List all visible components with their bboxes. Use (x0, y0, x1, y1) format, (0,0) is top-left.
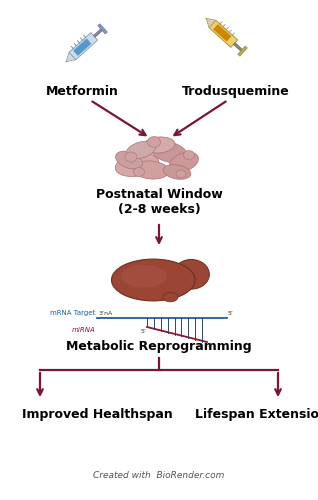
Ellipse shape (163, 292, 178, 302)
Text: Created with  BioRender.com: Created with BioRender.com (93, 471, 225, 480)
Ellipse shape (115, 151, 142, 169)
Ellipse shape (143, 137, 175, 153)
Polygon shape (213, 24, 232, 42)
Ellipse shape (134, 168, 144, 176)
Polygon shape (93, 29, 102, 38)
Text: mRNA Target: mRNA Target (50, 310, 95, 316)
Polygon shape (73, 38, 91, 56)
Polygon shape (206, 18, 216, 28)
Ellipse shape (183, 150, 195, 160)
Ellipse shape (125, 152, 137, 162)
Text: Postnatal Window
(2-8 weeks): Postnatal Window (2-8 weeks) (96, 188, 222, 216)
Ellipse shape (176, 170, 186, 178)
Text: Trodusquemine: Trodusquemine (182, 85, 290, 98)
Ellipse shape (115, 154, 159, 176)
Polygon shape (69, 32, 98, 60)
Text: 3’: 3’ (208, 343, 214, 348)
Ellipse shape (133, 161, 169, 179)
Polygon shape (98, 24, 107, 34)
Ellipse shape (126, 142, 156, 158)
Text: Metformin: Metformin (45, 85, 118, 98)
Polygon shape (238, 46, 247, 56)
Text: Improved Healthspan: Improved Healthspan (22, 408, 173, 421)
Ellipse shape (112, 259, 195, 301)
Text: 5’: 5’ (228, 311, 234, 316)
Text: Lifespan Extension: Lifespan Extension (195, 408, 318, 421)
Ellipse shape (169, 152, 198, 172)
Ellipse shape (148, 136, 161, 147)
Polygon shape (209, 20, 238, 48)
Text: miRNA: miRNA (71, 327, 95, 333)
Text: 5’: 5’ (140, 329, 146, 334)
Ellipse shape (121, 265, 167, 287)
Text: Metabolic Reprogramming: Metabolic Reprogramming (66, 340, 252, 353)
Ellipse shape (163, 164, 191, 180)
Ellipse shape (173, 260, 209, 289)
Polygon shape (233, 42, 242, 51)
Text: 3’nA: 3’nA (99, 311, 113, 316)
Polygon shape (66, 52, 76, 62)
Ellipse shape (150, 141, 188, 163)
